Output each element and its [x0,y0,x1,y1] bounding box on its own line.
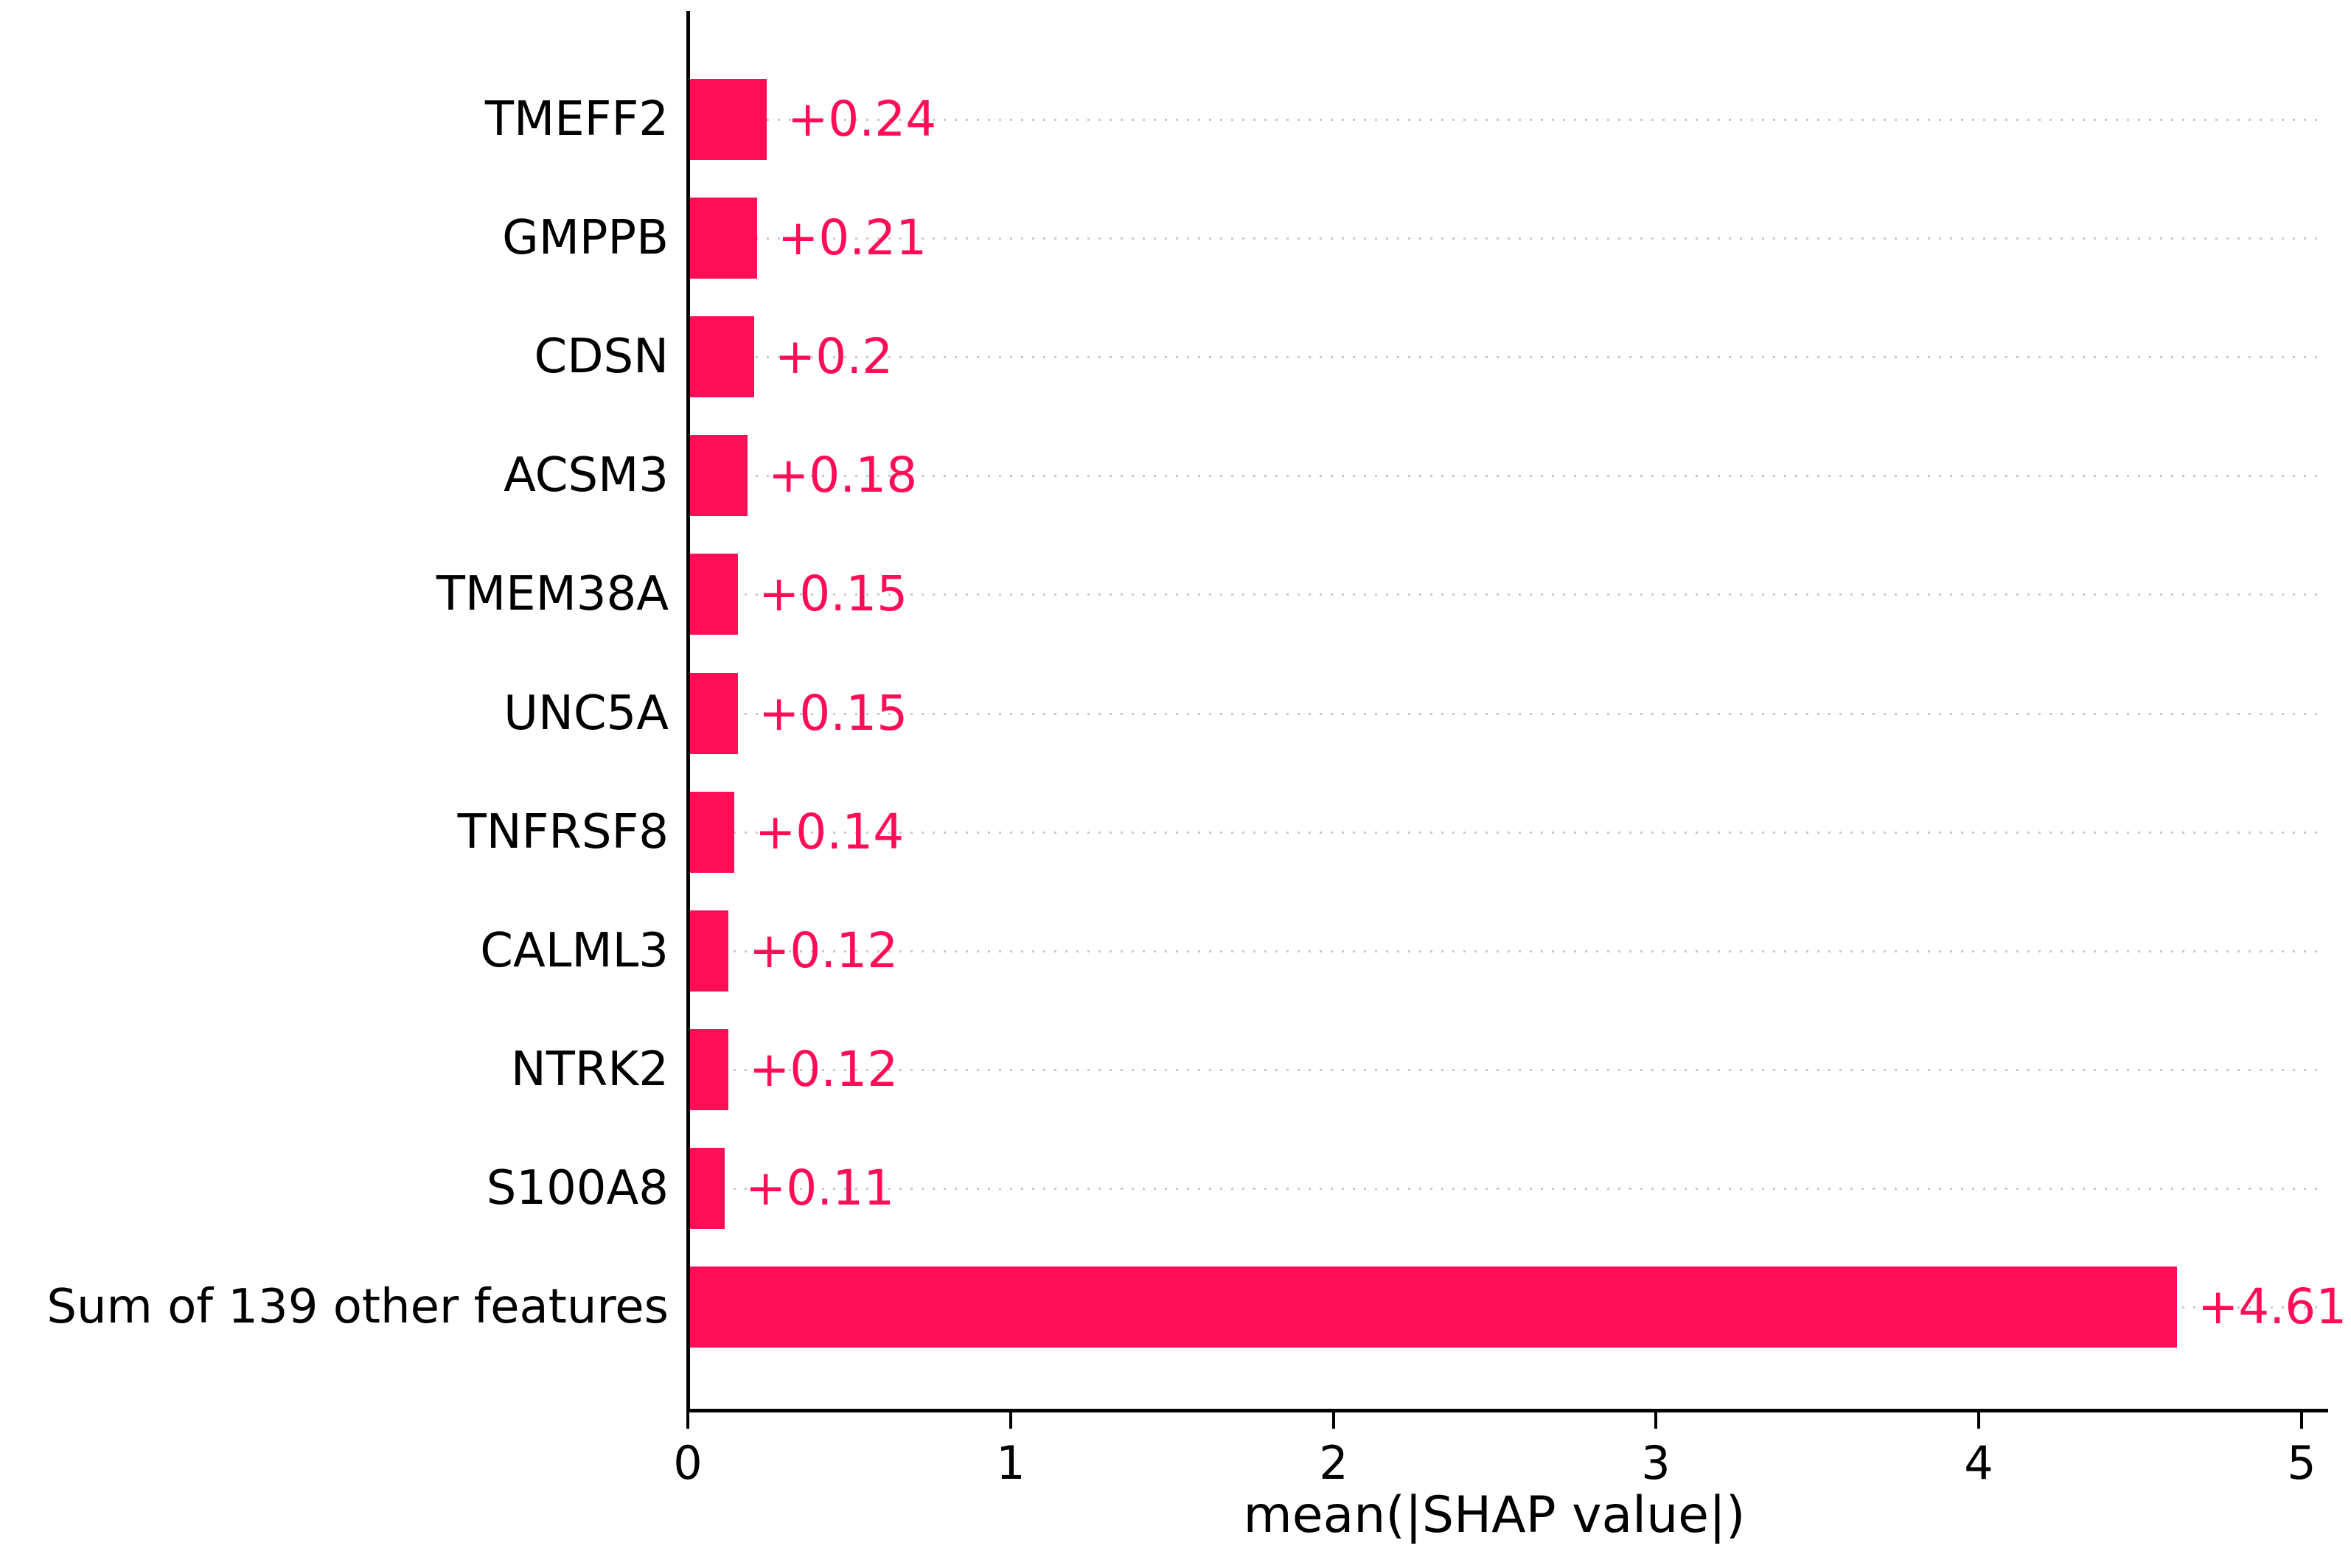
x-axis-tick [1977,1412,1980,1429]
x-axis-tick [1654,1412,1657,1429]
bar [689,1266,2177,1348]
gridline [689,237,2322,240]
bar-value-label: +0.24 [787,91,937,147]
x-axis-tick-label: 1 [996,1436,1025,1490]
x-axis-tick [1009,1412,1012,1429]
bar [689,554,738,635]
y-axis-label: S100A8 [486,1161,669,1216]
x-axis-tick [686,1412,689,1429]
bar-value-label: +0.14 [755,804,905,860]
gridline [689,950,2322,952]
bar [689,198,757,279]
y-axis-label: CALML3 [480,924,669,978]
bar-value-label: +0.12 [749,1041,899,1098]
y-axis-label: TMEFF2 [484,92,669,147]
y-axis-label: UNC5A [504,686,669,741]
x-axis-tick-label: 5 [2287,1436,2316,1490]
x-axis-tick [1332,1412,1335,1429]
x-axis-tick [2300,1412,2303,1429]
x-axis-tick-label: 4 [1964,1436,1993,1490]
gridline [689,356,2322,358]
bar-value-label: +0.15 [759,685,908,742]
bar [689,673,738,754]
bar-value-label: +0.21 [778,209,927,266]
y-axis-label: TNFRSF8 [457,805,669,860]
bar-value-label: +0.11 [745,1160,895,1216]
x-axis-line [686,1409,2328,1412]
bar-value-label: +0.12 [749,922,899,979]
bar [689,79,767,160]
bar-value-label: +0.18 [768,447,918,503]
x-axis-tick-label: 3 [1641,1436,1671,1490]
y-axis-label: NTRK2 [510,1042,669,1097]
y-axis-line [686,11,690,1412]
y-axis-label: Sum of 139 other features [46,1280,669,1334]
gridline [689,593,2322,596]
x-axis-title: mean(|SHAP value|) [1243,1486,1746,1544]
bar [689,316,754,397]
gridline [689,1069,2322,1071]
bar-value-label: +0.15 [759,565,908,622]
x-axis-tick-label: 2 [1319,1436,1348,1490]
y-axis-label: GMPPB [502,211,669,265]
bar [689,1148,725,1229]
gridline [689,475,2322,477]
y-axis-label: TMEM38A [436,567,669,621]
gridline [689,119,2322,121]
bar [689,910,728,992]
bar [689,435,748,516]
gridline [689,832,2322,834]
bar-value-label: +4.61 [2198,1278,2347,1335]
x-axis-tick-label: 0 [673,1436,703,1490]
bar [689,1029,728,1110]
bar-value-label: +0.2 [775,328,894,385]
gridline [689,713,2322,715]
gridline [689,1188,2322,1190]
y-axis-label: ACSM3 [504,448,669,503]
y-axis-label: CDSN [534,330,669,384]
bar [689,792,734,873]
